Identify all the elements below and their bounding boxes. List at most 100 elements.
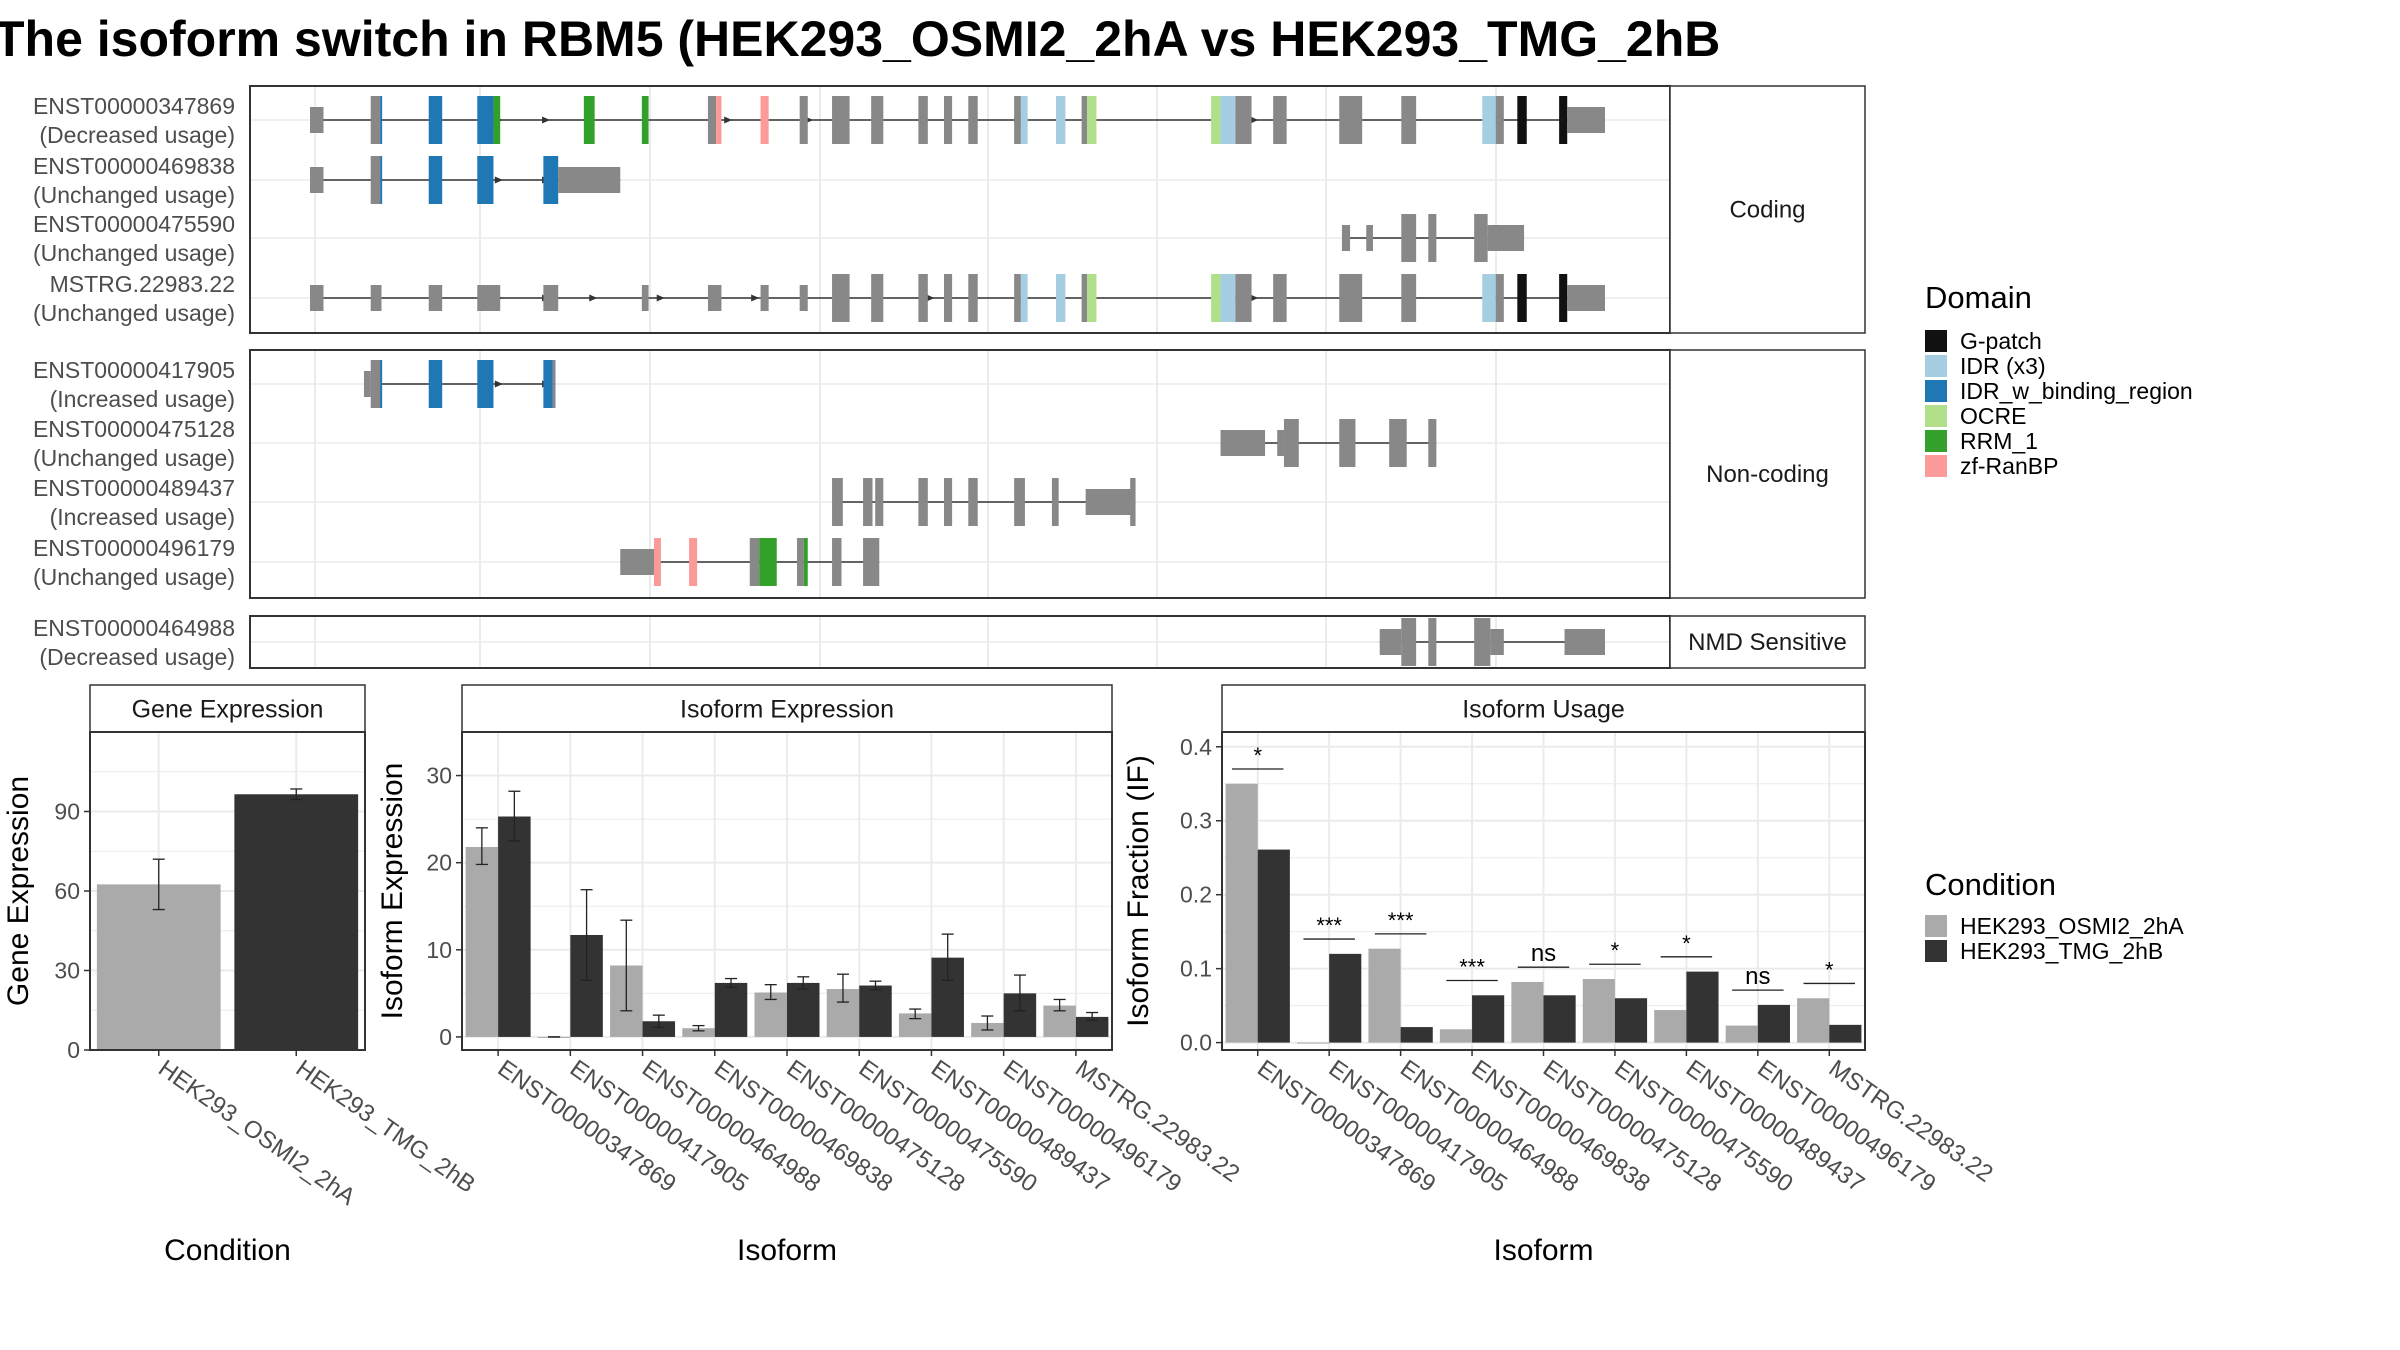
exon-block <box>1567 107 1605 133</box>
exon-block <box>370 360 382 408</box>
exon-block <box>1283 419 1299 467</box>
transcript-row: ENST00000475128 (Unchanged usage) <box>33 416 1437 471</box>
exon-block <box>1277 430 1284 456</box>
domain-exon-block <box>1482 96 1496 144</box>
domain-exon-block <box>716 96 722 144</box>
exon-block <box>1235 274 1252 322</box>
strand-arrow <box>494 176 503 184</box>
domain-exon-block <box>1482 274 1496 322</box>
error-bar <box>290 788 303 801</box>
domain-exon-block <box>380 96 383 144</box>
exon-block <box>1401 618 1417 666</box>
exon-block <box>1014 96 1021 144</box>
exon-block <box>310 285 324 311</box>
exon-block <box>968 478 978 526</box>
transcript-id-label: ENST00000464988 <box>33 615 235 641</box>
exon-block <box>1474 618 1491 666</box>
exon-block <box>799 285 808 311</box>
transcript-row: ENST00000464988 (Decreased usage) <box>33 615 1605 670</box>
domain-exon-block <box>1211 96 1221 144</box>
bar <box>1257 849 1290 1043</box>
domain-exon-block <box>477 156 494 204</box>
exon-block <box>310 167 324 193</box>
error-bar <box>909 1008 922 1020</box>
exon-block <box>428 285 443 311</box>
domain-exon-block <box>1517 274 1527 322</box>
transcript-row: ENST00000469838 (Unchanged usage) <box>33 153 621 208</box>
transcript-usage-label: (Unchanged usage) <box>33 445 235 471</box>
y-tick-label: 0.3 <box>1180 808 1212 834</box>
exon-block <box>1014 478 1025 526</box>
exon-block <box>1490 629 1504 655</box>
exon-block <box>832 538 842 586</box>
error-bar <box>1013 974 1026 1012</box>
condition-legend-swatch <box>1925 915 1947 937</box>
domain-legend-swatch <box>1925 455 1947 477</box>
strand-arrow <box>1250 116 1259 124</box>
transcript-row: ENST00000475590 (Unchanged usage) <box>33 211 1525 266</box>
y-tick-label: 30 <box>426 763 452 789</box>
domain-exon-block <box>1087 96 1097 144</box>
significance-label: ns <box>1531 940 1556 967</box>
x-axis-title: Condition <box>164 1234 291 1267</box>
domain-legend-swatch <box>1925 330 1947 352</box>
exon-block <box>1495 274 1504 322</box>
exon-block <box>1339 96 1363 144</box>
structure-group: Non-coding ENST00000417905 (Increased usag… <box>33 349 1866 599</box>
transcript-row: ENST00000496179 (Unchanged usage) <box>33 535 880 590</box>
transcript-id-label: MSTRG.22983.22 <box>50 271 235 297</box>
bar <box>465 847 499 1037</box>
condition-legend-swatch <box>1925 940 1947 962</box>
panel-strip-label: Isoform Expression <box>680 696 894 724</box>
transcript-usage-label: (Unchanged usage) <box>33 182 235 208</box>
y-axis-title: Isoform Expression <box>376 763 409 1020</box>
structure-strip <box>1669 349 1866 599</box>
error-bar <box>941 933 954 981</box>
bar <box>1543 995 1576 1043</box>
transcript-id-label: ENST00000475590 <box>33 211 235 237</box>
strand-arrow <box>656 294 665 302</box>
panel-strip-label: Gene Expression <box>132 696 324 724</box>
exon-block <box>760 285 769 311</box>
exon-block <box>832 274 850 322</box>
strand-arrow <box>494 380 503 388</box>
error-bar <box>1086 1011 1099 1022</box>
exon-block <box>1051 478 1059 526</box>
domain-exon-block <box>1055 274 1066 322</box>
exon-block <box>543 285 559 311</box>
exon-block <box>1366 225 1373 251</box>
exon-block <box>1081 274 1087 322</box>
strand-arrow <box>751 294 760 302</box>
transcript-row: ENST00000489437 (Increased usage) <box>33 475 1136 530</box>
exon-block <box>968 274 978 322</box>
bar <box>898 1013 932 1037</box>
exon-block <box>1235 96 1252 144</box>
x-axis-title: Isoform <box>1493 1234 1593 1267</box>
error-bar <box>475 827 488 866</box>
exon-block <box>370 285 382 311</box>
significance-label: * <box>1253 743 1262 768</box>
domain-exon-block <box>428 360 443 408</box>
y-tick-label: 20 <box>426 850 452 876</box>
bar <box>1511 981 1544 1043</box>
exon-block <box>918 478 928 526</box>
transcript-id-label: ENST00000489437 <box>33 475 235 501</box>
domain-exon-block <box>1220 274 1236 322</box>
y-tick-label: 0.2 <box>1180 882 1212 908</box>
exon-block <box>1273 274 1287 322</box>
bar <box>1329 953 1362 1043</box>
exon-block <box>620 549 654 575</box>
domain-exon-block <box>759 538 777 586</box>
error-bar <box>652 1014 665 1028</box>
exon-block <box>1081 96 1087 144</box>
bar <box>1439 1029 1473 1043</box>
condition-legend-title: Condition <box>1925 867 2056 902</box>
domain-exon-block <box>803 538 808 586</box>
exon-block <box>918 274 928 322</box>
exon-block <box>1401 96 1417 144</box>
transcript-id-label: ENST00000496179 <box>33 535 235 561</box>
exon-block <box>310 107 324 133</box>
significance-label: *** <box>1316 913 1342 938</box>
